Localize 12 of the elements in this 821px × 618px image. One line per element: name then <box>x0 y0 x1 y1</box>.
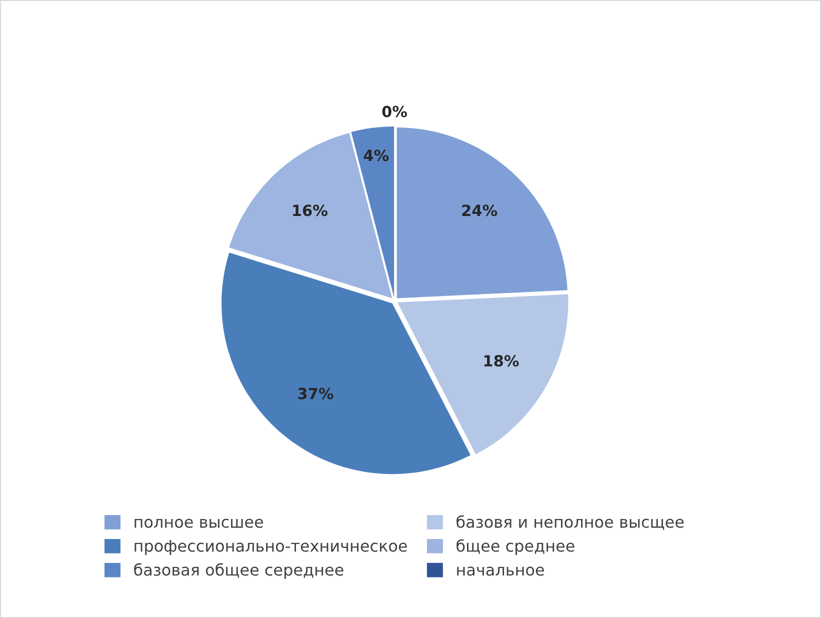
legend-label: полное высшее <box>134 518 264 528</box>
legend-label: профессионально-техничнеское <box>134 540 407 555</box>
legend-label: базовая общее середнее <box>134 563 344 579</box>
data-label: 18% <box>484 355 519 367</box>
data-label: 16% <box>293 204 328 216</box>
data-label: 37% <box>298 388 334 400</box>
data-label: 24% <box>462 204 498 216</box>
data-label: 4% <box>364 150 389 162</box>
legend-label: базовя и неполное высщее <box>456 515 684 530</box>
text: 0% <box>382 106 407 118</box>
legend-label: начальное <box>457 566 544 576</box>
legend-label: бщее среднее <box>456 539 574 555</box>
